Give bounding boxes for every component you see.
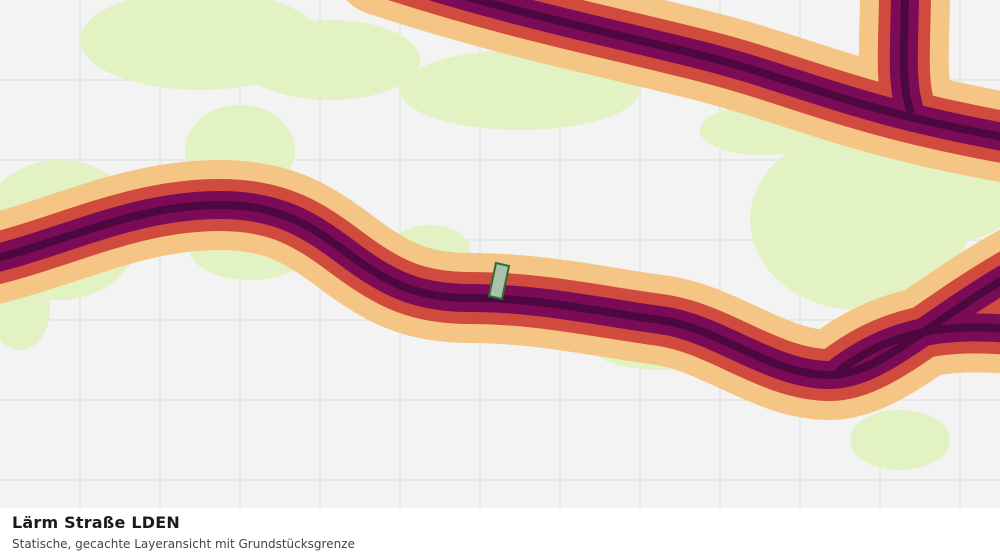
noise-band [463, 0, 1000, 141]
noise-band [0, 201, 1000, 379]
green-zone [850, 410, 950, 470]
parcel-boundary [487, 261, 511, 301]
noise-bands [0, 0, 1000, 420]
noise-map [0, 0, 1000, 508]
noise-band [836, 323, 1000, 374]
noise-band [899, 0, 914, 114]
layer-title: Lärm Straße LDEN [12, 513, 180, 532]
green-zone [240, 20, 420, 100]
layer-subtitle: Statische, gecachte Layeransicht mit Gru… [12, 537, 355, 551]
caption: Lärm Straße LDEN Statische, gecachte Lay… [0, 508, 1000, 560]
